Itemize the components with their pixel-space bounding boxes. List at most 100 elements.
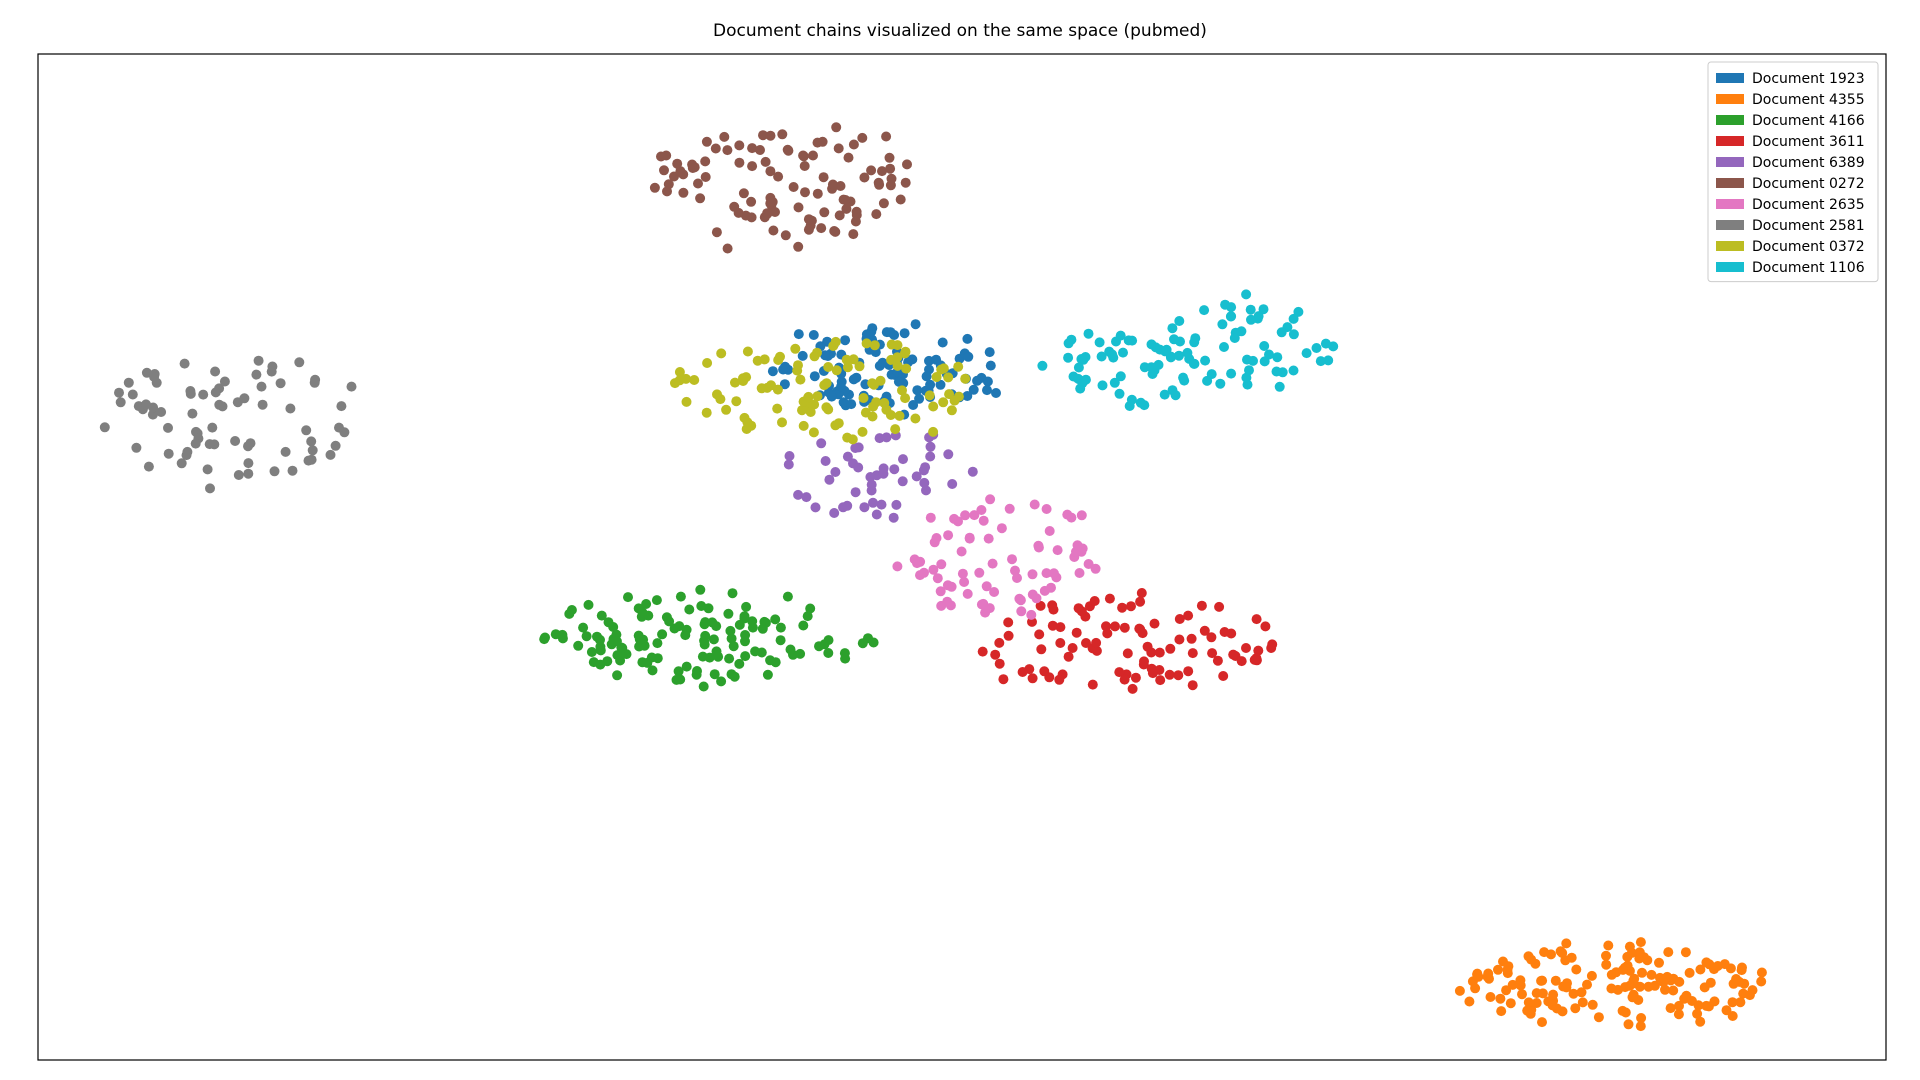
data-point-series-5: [747, 143, 758, 154]
data-point-series-5: [734, 157, 745, 168]
data-point-series-4: [967, 466, 978, 477]
data-point-series-2: [681, 661, 692, 672]
data-point-series-3: [1017, 667, 1028, 677]
data-point-series-5: [827, 179, 838, 190]
data-point-series-1: [1586, 970, 1597, 981]
data-point-series-2: [857, 638, 868, 649]
data-point-series-2: [699, 619, 710, 630]
data-point-series-1: [1725, 963, 1736, 974]
data-point-series-1: [1618, 964, 1628, 975]
data-point-series-9: [1114, 388, 1125, 399]
data-point-series-9: [1109, 377, 1120, 388]
data-point-series-5: [895, 194, 906, 205]
data-point-series-8: [681, 396, 692, 407]
legend-swatch-6: [1716, 199, 1744, 209]
data-point-series-8: [777, 417, 787, 428]
data-point-series-3: [1165, 643, 1176, 654]
data-point-series-4: [853, 442, 864, 453]
data-point-series-4: [829, 508, 840, 518]
data-point-series-5: [886, 173, 897, 184]
data-point-series-9: [1253, 311, 1264, 322]
data-point-series-2: [641, 599, 652, 609]
data-point-series-7: [251, 369, 262, 380]
legend-label-1: Document 4355: [1752, 92, 1865, 108]
data-point-series-3: [1047, 620, 1058, 631]
data-point-series-6: [959, 577, 970, 587]
data-point-series-0: [809, 371, 820, 382]
data-point-series-1: [1562, 978, 1572, 989]
data-point-series-1: [1550, 975, 1561, 986]
data-point-series-0: [962, 391, 973, 401]
data-point-series-5: [773, 171, 784, 182]
data-point-series-8: [868, 401, 879, 412]
data-point-series-3: [994, 637, 1005, 648]
data-point-series-9: [1170, 390, 1181, 401]
data-point-series-2: [673, 666, 684, 677]
data-point-series-3: [990, 649, 1001, 660]
data-point-series-1: [1522, 1005, 1533, 1016]
data-point-series-1: [1523, 997, 1534, 1008]
data-point-series-7: [214, 399, 225, 410]
data-point-series-2: [840, 653, 851, 664]
data-point-series-7: [285, 403, 296, 414]
data-point-series-9: [1271, 366, 1282, 377]
data-point-series-2: [669, 623, 680, 634]
data-point-series-9: [1259, 356, 1270, 367]
data-point-series-7: [156, 407, 167, 417]
data-point-series-2: [716, 676, 727, 687]
data-point-series-2: [623, 592, 633, 603]
data-point-series-7: [239, 393, 250, 404]
data-point-series-8: [756, 383, 767, 394]
data-point-series-3: [1003, 630, 1014, 641]
data-point-series-8: [821, 402, 832, 413]
data-point-series-2: [785, 644, 796, 655]
data-point-series-3: [1147, 668, 1158, 679]
data-point-series-9: [1080, 374, 1091, 385]
data-point-series-5: [782, 144, 793, 155]
data-point-series-9: [1123, 335, 1134, 346]
data-point-series-5: [843, 152, 854, 163]
data-point-series-9: [1258, 304, 1269, 315]
data-point-series-4: [881, 432, 892, 443]
data-point-series-9: [1083, 328, 1094, 339]
data-point-series-1: [1654, 957, 1664, 968]
data-point-series-3: [1199, 625, 1210, 636]
data-point-series-4: [820, 456, 831, 466]
data-point-series-0: [836, 381, 846, 392]
data-point-series-8: [809, 399, 820, 410]
data-point-series-3: [1137, 628, 1148, 639]
data-point-series-6: [925, 512, 936, 523]
data-point-series-4: [868, 497, 878, 508]
data-point-series-2: [709, 669, 720, 680]
data-point-series-3: [1048, 604, 1059, 615]
data-point-series-8: [892, 340, 903, 351]
data-point-series-9: [1115, 371, 1126, 382]
data-point-series-8: [857, 426, 868, 437]
data-point-series-3: [1119, 622, 1130, 633]
data-point-series-5: [871, 209, 882, 220]
data-point-series-2: [711, 646, 722, 657]
data-point-series-3: [1149, 618, 1160, 629]
data-point-series-7: [306, 436, 317, 447]
data-point-series-4: [793, 489, 804, 500]
data-point-series-2: [698, 681, 709, 692]
data-point-series-9: [1315, 356, 1326, 367]
data-point-series-9: [1126, 394, 1137, 405]
legend-swatch-7: [1716, 220, 1744, 230]
data-point-series-1: [1646, 969, 1657, 980]
data-point-series-4: [911, 471, 922, 482]
data-point-series-5: [799, 161, 810, 171]
data-point-series-9: [1225, 311, 1236, 322]
data-point-series-0: [820, 350, 831, 361]
data-point-series-3: [1119, 674, 1130, 685]
data-point-series-6: [909, 554, 920, 565]
data-point-series-4: [919, 477, 930, 488]
data-point-series-4: [850, 487, 861, 498]
data-point-series-2: [611, 636, 622, 647]
data-point-series-8: [842, 362, 853, 373]
data-point-series-7: [127, 389, 138, 400]
data-point-series-2: [868, 637, 879, 648]
legend-label-0: Document 1923: [1752, 71, 1865, 87]
data-point-series-0: [826, 391, 837, 402]
data-point-series-4: [866, 479, 877, 490]
